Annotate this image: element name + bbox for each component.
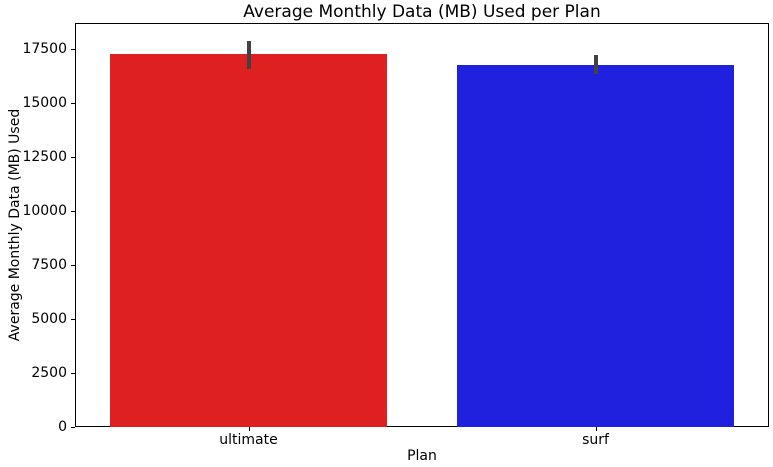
x-tick-label-surf: surf <box>582 432 609 448</box>
x-axis-label: Plan <box>407 448 437 464</box>
chart-title: Average Monthly Data (MB) Used per Plan <box>243 2 601 22</box>
y-tick-mark <box>71 427 75 428</box>
x-tick-label-ultimate: ultimate <box>219 432 278 448</box>
x-tick-mark <box>595 427 597 431</box>
y-tick-label: 2500 <box>31 365 67 381</box>
bar-ultimate <box>109 53 388 427</box>
y-tick-mark <box>71 211 75 212</box>
error-bar-ultimate <box>246 40 251 69</box>
error-bar-surf <box>593 55 598 75</box>
y-tick-mark <box>71 49 75 50</box>
bar-surf <box>456 64 735 427</box>
y-tick-label: 10000 <box>22 203 67 219</box>
y-tick-mark <box>71 157 75 158</box>
y-tick-mark <box>71 103 75 104</box>
y-tick-mark <box>71 373 75 374</box>
y-tick-label: 7500 <box>31 257 67 273</box>
x-tick-mark <box>248 427 250 431</box>
y-tick-label: 5000 <box>31 311 67 327</box>
y-tick-label: 0 <box>58 419 67 435</box>
y-tick-label: 15000 <box>22 95 67 111</box>
y-tick-label: 12500 <box>22 149 67 165</box>
y-tick-mark <box>71 319 75 320</box>
y-axis-label: Average Monthly Data (MB) Used <box>7 108 23 342</box>
y-tick-label: 17500 <box>22 41 67 57</box>
y-tick-mark <box>71 265 75 266</box>
